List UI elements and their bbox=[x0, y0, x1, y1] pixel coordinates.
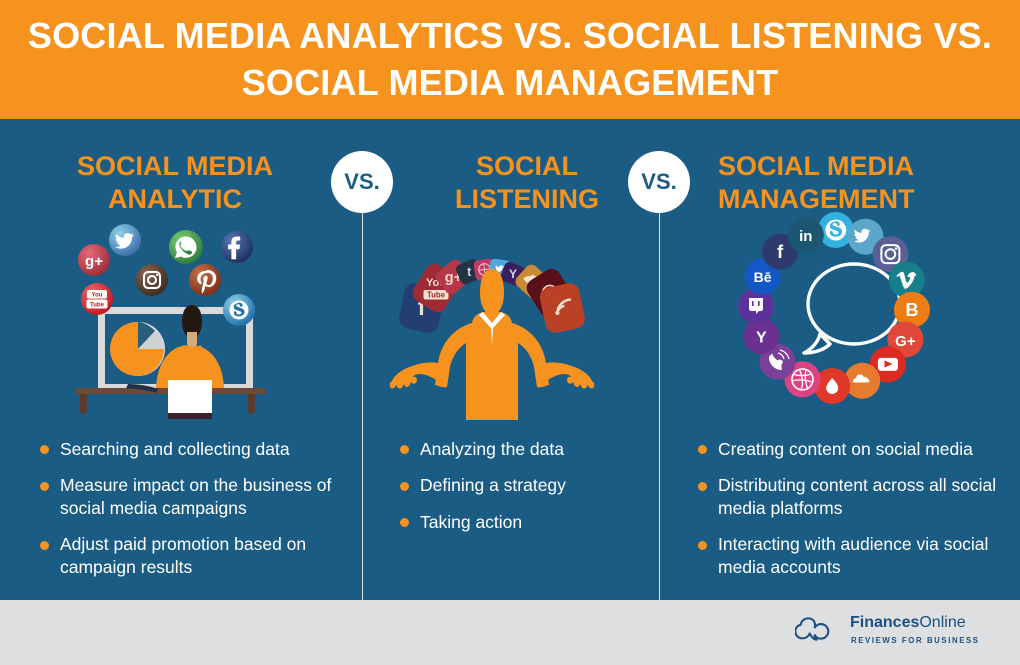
svg-text:f: f bbox=[777, 242, 784, 262]
svg-text:g+: g+ bbox=[85, 253, 103, 270]
svg-text:Bē: Bē bbox=[754, 269, 772, 285]
svg-text:You: You bbox=[92, 293, 103, 299]
svg-text:Y: Y bbox=[756, 330, 767, 347]
svg-text:in: in bbox=[799, 228, 812, 245]
svg-text:Y: Y bbox=[509, 267, 517, 281]
svg-text:Tube: Tube bbox=[427, 291, 446, 300]
svg-text:Tube: Tube bbox=[90, 302, 105, 308]
svg-text:B: B bbox=[906, 300, 919, 320]
svg-text:G+: G+ bbox=[895, 333, 916, 350]
